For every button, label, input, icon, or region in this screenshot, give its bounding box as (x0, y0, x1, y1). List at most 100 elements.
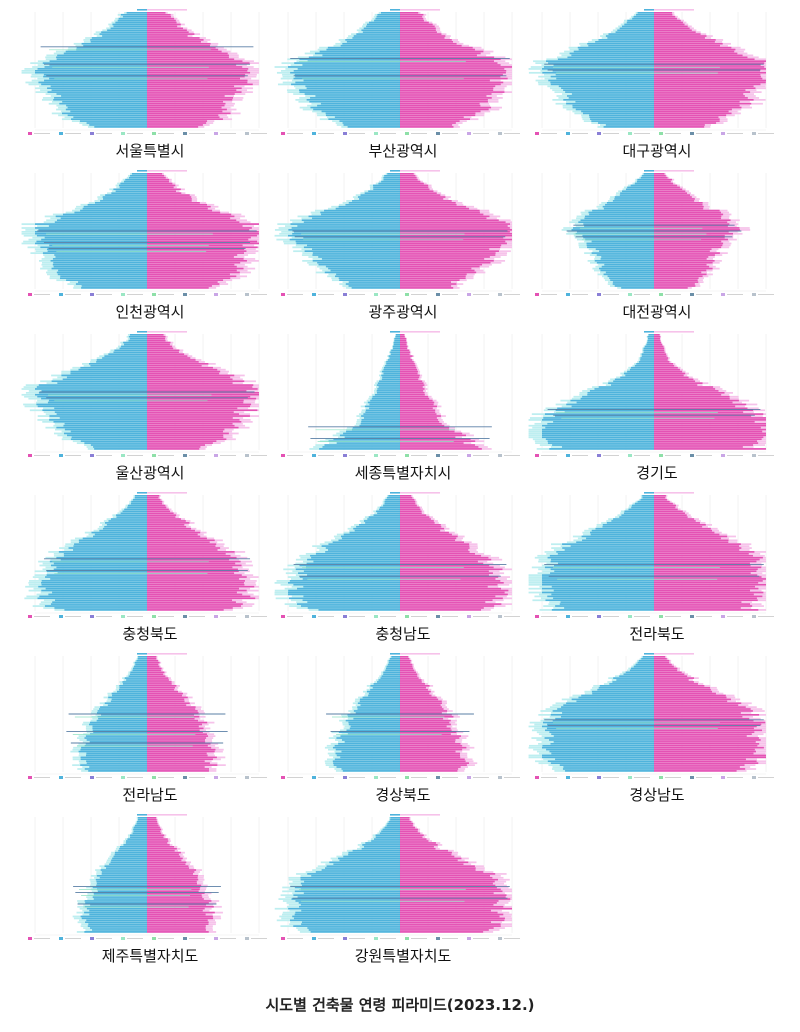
female-bar (654, 754, 766, 757)
male-bar (291, 898, 400, 900)
female-bar (400, 87, 494, 90)
female-bar (654, 269, 707, 272)
male-bar (119, 847, 147, 850)
male-bar (550, 762, 654, 764)
female-bar (400, 388, 425, 390)
male-bar (306, 244, 400, 247)
top-marker-female (400, 170, 440, 172)
male-bar (111, 692, 147, 695)
female-bar (400, 419, 439, 421)
female-bar (400, 520, 434, 522)
male-bar (384, 174, 400, 177)
male-bar (325, 867, 400, 869)
male-bar (613, 380, 654, 383)
male-bar (63, 52, 147, 55)
female-bar (654, 729, 763, 732)
female-bar (147, 114, 219, 117)
female-bar (400, 363, 415, 365)
legend-swatch (28, 293, 32, 296)
female-bar (400, 413, 437, 415)
female-bar (400, 374, 420, 377)
female-bar (654, 231, 729, 233)
legend-text-stub (727, 616, 743, 617)
female-bar (147, 706, 196, 708)
female-bar (147, 527, 192, 530)
legend-swatch (405, 937, 409, 940)
female-bar (654, 205, 704, 208)
legend-text-stub (251, 455, 267, 456)
female-bar (147, 62, 250, 64)
female-bar (400, 227, 510, 229)
female-bar (654, 692, 716, 695)
legend-text-stub (473, 777, 489, 778)
male-bar (583, 236, 654, 239)
male-bar (94, 448, 147, 450)
female-bar (654, 768, 746, 770)
female-bar (654, 750, 756, 753)
legend-swatch (90, 615, 94, 618)
male-bar (135, 663, 147, 666)
legend-swatch (312, 293, 316, 296)
female-bar (147, 75, 245, 78)
female-bar (147, 372, 220, 375)
female-bar (400, 543, 470, 545)
female-bar (654, 52, 738, 55)
female-bar (654, 267, 713, 270)
female-bar (147, 729, 200, 732)
female-bar (400, 378, 419, 381)
female-bar (654, 432, 766, 435)
male-bar (584, 217, 654, 220)
male-bar (542, 744, 654, 747)
female-bar (654, 62, 765, 64)
male-bar (336, 737, 400, 739)
female-bar (147, 927, 206, 929)
male-bar (70, 370, 147, 373)
panel-label: 제주특별자치도 (101, 947, 199, 965)
male-bar (100, 869, 147, 871)
male-bar (365, 842, 400, 844)
female-bar (400, 81, 504, 84)
male-bar (301, 219, 400, 222)
female-bar (147, 685, 177, 687)
male-bar (90, 927, 147, 929)
female-bar (400, 236, 504, 239)
male-bar (627, 186, 654, 189)
male-bar (62, 378, 148, 381)
female-bar (147, 277, 231, 280)
female-bar (400, 506, 420, 509)
male-bar (359, 700, 400, 703)
male-bar (367, 401, 400, 404)
legend-text-stub (189, 616, 205, 617)
female-bar (147, 52, 228, 55)
male-bar (637, 178, 654, 181)
male-bar (605, 35, 654, 37)
male-bar (51, 267, 147, 270)
male-bar (542, 587, 654, 590)
male-bar (110, 518, 147, 520)
female-bar (147, 27, 184, 30)
female-bar (147, 880, 197, 883)
male-bar (382, 376, 400, 379)
male-bar (130, 836, 147, 838)
legend-text-stub (504, 938, 520, 939)
female-bar (147, 70, 248, 72)
female-bar (654, 37, 705, 39)
male-bar (614, 198, 654, 200)
male-bar (294, 73, 400, 76)
legend-text-stub (442, 938, 458, 939)
pyramid-chart (24, 492, 267, 618)
female-bar (654, 424, 766, 427)
male-bar (550, 83, 654, 86)
female-bar (654, 518, 695, 520)
female-bar (147, 213, 232, 216)
female-bar (147, 85, 235, 88)
female-bar (147, 100, 224, 103)
male-bar (591, 529, 654, 532)
male-bar (597, 688, 654, 691)
legend-text-stub (473, 294, 489, 295)
male-bar (74, 543, 147, 545)
female-bar (654, 444, 754, 446)
male-bar (35, 242, 147, 245)
top-marker-male (644, 492, 654, 494)
female-bar (654, 609, 759, 611)
